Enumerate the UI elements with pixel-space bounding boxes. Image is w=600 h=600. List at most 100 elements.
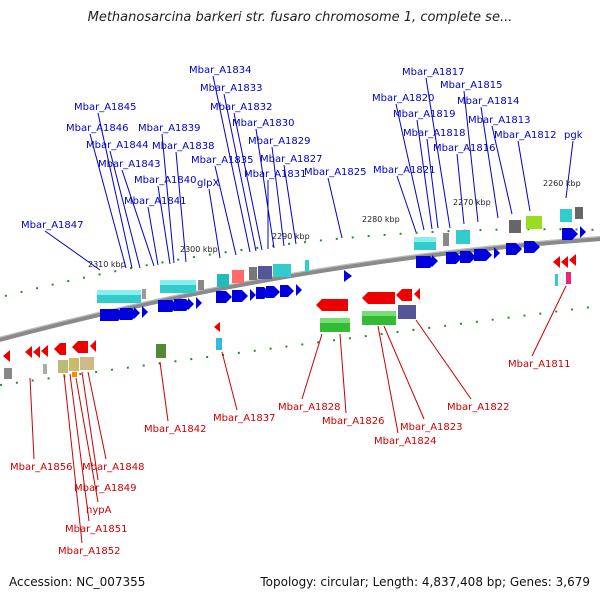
gene-label[interactable]: Mbar_A1848 xyxy=(82,462,145,473)
reverse-gene-arrow[interactable] xyxy=(414,288,420,300)
reverse-gene-arrow[interactable] xyxy=(362,292,395,304)
domain-bar[interactable] xyxy=(560,209,572,222)
domain-bar[interactable] xyxy=(305,260,309,272)
domain-bar[interactable] xyxy=(526,216,542,229)
reverse-gene-arrow[interactable] xyxy=(214,322,220,332)
domain-bar[interactable] xyxy=(559,272,564,286)
gene-label[interactable]: Mbar_A1832 xyxy=(210,102,273,113)
gene-label[interactable]: Mbar_A1811 xyxy=(508,359,571,370)
forward-gene-arrow[interactable] xyxy=(416,256,436,268)
forward-gene-arrow[interactable] xyxy=(494,247,500,259)
gene-label[interactable]: pgk xyxy=(564,130,583,141)
forward-gene-arrow[interactable] xyxy=(158,300,178,312)
forward-gene-arrow[interactable] xyxy=(344,270,352,282)
gene-label[interactable]: Mbar_A1856 xyxy=(10,462,73,473)
domain-bar[interactable] xyxy=(156,344,166,358)
domain-bar[interactable] xyxy=(443,233,449,246)
gene-label[interactable]: Mbar_A1829 xyxy=(248,136,311,147)
domain-bar[interactable] xyxy=(232,270,244,283)
reverse-gene-arrow[interactable] xyxy=(54,343,66,355)
gene-label[interactable]: Mbar_A1845 xyxy=(74,102,137,113)
reverse-gene-arrow[interactable] xyxy=(41,345,48,357)
gene-label[interactable]: Mbar_A1817 xyxy=(402,67,465,78)
forward-gene-arrow[interactable] xyxy=(474,249,492,261)
domain-bar[interactable] xyxy=(69,358,79,371)
gene-label[interactable]: Mbar_A1830 xyxy=(232,118,295,129)
domain-bar[interactable] xyxy=(273,264,291,277)
forward-gene-arrow[interactable] xyxy=(524,241,540,253)
gene-label[interactable]: Mbar_A1816 xyxy=(433,143,496,154)
gene-label[interactable]: Mbar_A1831 xyxy=(244,169,307,180)
domain-bar[interactable] xyxy=(216,338,222,350)
reverse-gene-arrow[interactable] xyxy=(25,346,32,358)
gene-label[interactable]: Mbar_A1812 xyxy=(494,130,557,141)
gene-label[interactable]: Mbar_A1819 xyxy=(393,109,456,120)
gene-label[interactable]: Mbar_A1844 xyxy=(86,140,149,151)
reverse-gene-arrow[interactable] xyxy=(3,350,10,362)
domain-bar[interactable] xyxy=(509,220,521,233)
domain-bar[interactable] xyxy=(142,289,146,299)
domain-bar[interactable] xyxy=(80,357,94,370)
gene-label[interactable]: Mbar_A1825 xyxy=(304,167,367,178)
gene-label[interactable]: Mbar_A1826 xyxy=(322,416,385,427)
gene-label[interactable]: Mbar_A1827 xyxy=(260,154,323,165)
gene-label[interactable]: Mbar_A1841 xyxy=(124,196,187,207)
gene-label[interactable]: Mbar_A1821 xyxy=(373,165,436,176)
gene-label[interactable]: Mbar_A1813 xyxy=(468,115,531,126)
gene-label[interactable]: Mbar_A1849 xyxy=(74,483,137,494)
reverse-gene-arrow[interactable] xyxy=(569,254,576,266)
reverse-gene-arrow[interactable] xyxy=(72,341,88,353)
gene-label[interactable]: Mbar_A1847 xyxy=(21,220,84,231)
domain-bar[interactable] xyxy=(555,274,558,286)
gene-label[interactable]: Mbar_A1839 xyxy=(138,123,201,134)
gene-label[interactable]: Mbar_A1838 xyxy=(152,141,215,152)
gene-label[interactable]: Mbar_A1840 xyxy=(134,175,197,186)
forward-gene-arrow[interactable] xyxy=(580,226,586,238)
gene-label[interactable]: Mbar_A1818 xyxy=(403,128,466,139)
reverse-gene-arrow[interactable] xyxy=(33,346,40,358)
reverse-gene-arrow[interactable] xyxy=(396,289,412,301)
forward-gene-arrow[interactable] xyxy=(266,286,280,298)
gene-label[interactable]: Mbar_A1846 xyxy=(66,123,129,134)
forward-gene-arrow[interactable] xyxy=(216,291,232,303)
forward-gene-arrow[interactable] xyxy=(100,309,124,321)
gene-label[interactable]: Mbar_A1823 xyxy=(400,422,463,433)
forward-gene-arrow[interactable] xyxy=(250,289,256,301)
gene-label[interactable]: Mbar_A1851 xyxy=(65,524,128,535)
reverse-gene-arrow[interactable] xyxy=(561,256,568,268)
domain-bar[interactable] xyxy=(258,266,272,279)
forward-gene-arrow[interactable] xyxy=(296,284,302,296)
forward-gene-arrow[interactable] xyxy=(280,285,294,297)
gene-label[interactable]: glpX xyxy=(197,178,219,189)
forward-gene-arrow[interactable] xyxy=(142,306,148,318)
domain-bar[interactable] xyxy=(249,267,257,280)
domain-bar[interactable] xyxy=(575,207,583,219)
forward-gene-arrow[interactable] xyxy=(506,243,522,255)
domain-bar[interactable] xyxy=(566,272,571,284)
gene-label[interactable]: Mbar_A1824 xyxy=(374,436,437,447)
forward-gene-arrow[interactable] xyxy=(196,297,202,309)
gene-label[interactable]: Mbar_A1828 xyxy=(278,402,341,413)
gene-label[interactable]: Mbar_A1835 xyxy=(191,155,254,166)
domain-bar[interactable] xyxy=(72,372,77,377)
domain-bar[interactable] xyxy=(198,280,204,290)
forward-gene-arrow[interactable] xyxy=(232,290,248,302)
gene-label[interactable]: Mbar_A1843 xyxy=(98,159,161,170)
gene-label[interactable]: Mbar_A1837 xyxy=(213,413,276,424)
forward-gene-arrow[interactable] xyxy=(174,299,192,311)
forward-gene-arrow[interactable] xyxy=(446,252,462,264)
forward-gene-arrow[interactable] xyxy=(432,255,438,267)
forward-gene-arrow[interactable] xyxy=(562,228,578,240)
gene-label[interactable]: Mbar_A1842 xyxy=(144,424,207,435)
forward-gene-arrow[interactable] xyxy=(460,251,476,263)
forward-gene-arrow[interactable] xyxy=(134,307,140,319)
reverse-gene-arrow[interactable] xyxy=(316,299,348,311)
gene-label[interactable]: Mbar_A1833 xyxy=(200,83,263,94)
gene-label[interactable]: Mbar_A1814 xyxy=(457,96,520,107)
gene-label[interactable]: hypA xyxy=(86,505,112,516)
domain-bar[interactable] xyxy=(217,274,229,287)
domain-bar[interactable] xyxy=(398,305,416,319)
forward-gene-arrow[interactable] xyxy=(188,298,194,310)
domain-bar[interactable] xyxy=(4,368,12,379)
reverse-gene-arrow[interactable] xyxy=(553,256,560,268)
